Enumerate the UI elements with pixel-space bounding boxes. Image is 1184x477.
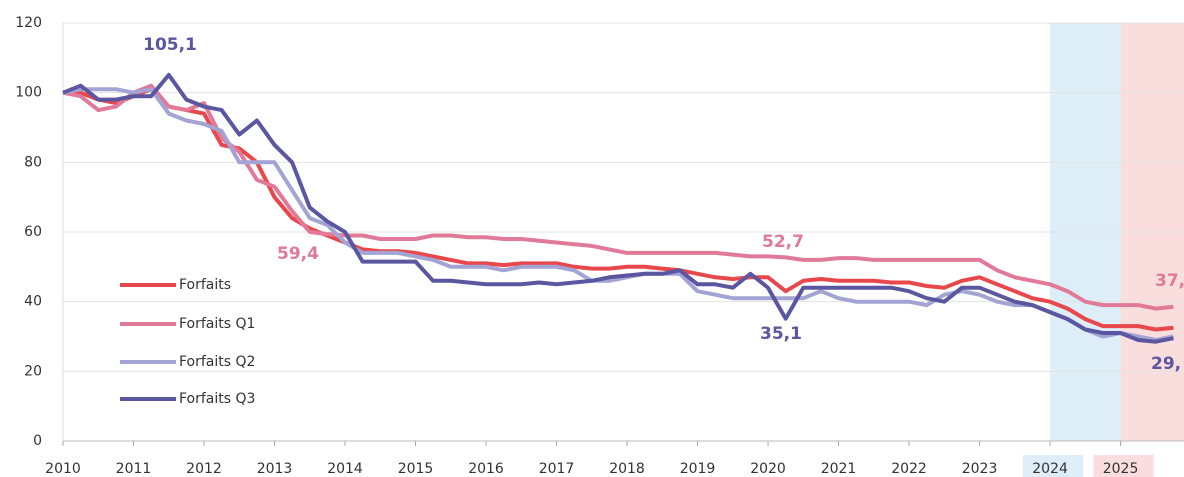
legend-label: Forfaits	[179, 277, 231, 293]
annotation: 37,	[1155, 271, 1184, 291]
x-tick-label: 2019	[680, 461, 716, 477]
annotation: 35,1	[760, 324, 802, 344]
series-line	[63, 87, 1174, 332]
y-tick-label: 120	[15, 15, 42, 31]
legend-label: Forfaits Q3	[179, 391, 255, 407]
annotation: 105,1	[143, 35, 197, 55]
annotation: 59,4	[277, 244, 319, 264]
x-tick-label: 2017	[539, 461, 575, 477]
x-tick-label: 2024	[1032, 461, 1068, 477]
series-line	[62, 87, 1174, 342]
x-tick-label: 2025	[1103, 461, 1139, 477]
annotation: 29,	[1151, 354, 1181, 374]
x-label-highlight	[1023, 455, 1084, 477]
legend-label: Forfaits Q2	[179, 354, 255, 370]
x-tick-label: 2014	[327, 461, 363, 477]
x-tick-label: 2016	[468, 461, 504, 477]
x-tick-label: 2020	[750, 461, 786, 477]
x-label-highlight	[1093, 455, 1154, 477]
series-line	[62, 72, 1174, 344]
x-tick-label: 2011	[116, 461, 152, 477]
y-tick-label: 80	[24, 154, 42, 170]
x-tick-label: 2018	[609, 461, 645, 477]
y-tick-label: 60	[24, 224, 42, 240]
y-tick-label: 20	[24, 363, 42, 379]
y-tick-label: 40	[24, 294, 42, 310]
annotation: 52,7	[762, 232, 804, 252]
x-tick-label: 2013	[257, 461, 293, 477]
legend-label: Forfaits Q1	[179, 316, 255, 332]
x-tick-label: 2012	[186, 461, 222, 477]
x-tick-label: 2021	[821, 461, 857, 477]
x-tick-label: 2015	[398, 461, 434, 477]
y-tick-label: 0	[33, 433, 42, 449]
y-tick-label: 100	[15, 85, 42, 101]
x-tick-label: 2023	[962, 461, 998, 477]
x-tick-label: 2010	[45, 461, 81, 477]
x-tick-label: 2022	[891, 461, 927, 477]
series-line	[62, 83, 1174, 311]
